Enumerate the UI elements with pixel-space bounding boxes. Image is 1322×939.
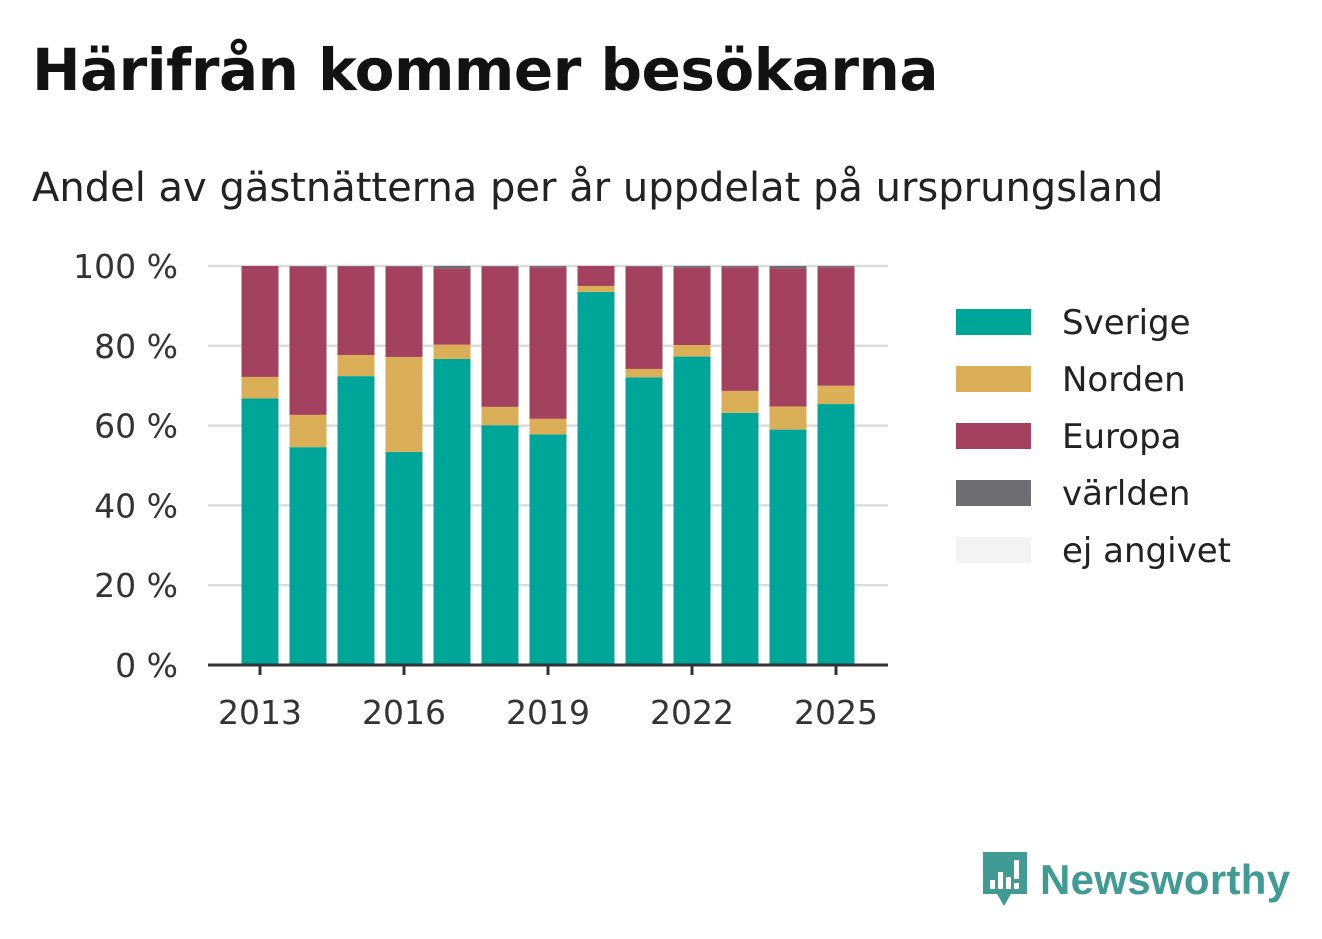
bar-segment-norden — [337, 354, 375, 377]
bar-segment-sverige — [577, 291, 615, 665]
y-tick-label: 80 % — [94, 327, 178, 366]
newsworthy-logo-icon — [983, 852, 1027, 906]
legend-label: Sverige — [1062, 303, 1191, 343]
bar-segment-sverige — [625, 377, 663, 665]
chart-subtitle: Andel av gästnätterna per år uppdelat på… — [32, 165, 1164, 211]
x-tick-label: 2013 — [218, 693, 302, 732]
y-tick-label: 40 % — [94, 486, 178, 525]
bar-segment-sverige — [769, 429, 807, 665]
bar-segment-sverige — [433, 358, 471, 665]
bar-segment-europa — [433, 268, 471, 345]
bar-segment-norden — [241, 376, 279, 399]
bar-segment-europa — [241, 266, 279, 377]
bar-segment-europa — [481, 266, 519, 407]
bar-segment-världen — [433, 266, 471, 269]
bar-segment-europa — [385, 266, 423, 357]
bar-segment-europa — [673, 267, 711, 346]
bar-segment-norden — [481, 406, 519, 426]
y-tick-label: 20 % — [94, 566, 178, 605]
bar-segment-europa — [337, 266, 375, 355]
bar-segment-sverige — [481, 425, 519, 665]
bar-segment-världen — [481, 266, 519, 267]
legend-label: Norden — [1062, 360, 1186, 400]
x-tick-label: 2025 — [794, 693, 878, 732]
bar-segment-sverige — [385, 451, 423, 665]
bar-segment-världen — [673, 266, 711, 268]
bar-segment-världen — [769, 266, 807, 269]
legend-label: ej angivet — [1062, 531, 1231, 571]
bar-segment-världen — [529, 266, 567, 268]
bar-segment-världen — [625, 266, 663, 267]
legend-swatch — [956, 480, 1031, 506]
axes: 0 % 20 % 40 % 60 % 80 % 100 % 2013 2016 2019 2022… — [73, 247, 888, 732]
bar-segment-norden — [385, 356, 423, 452]
legend-label: Europa — [1062, 417, 1181, 457]
x-tick-label: 2016 — [362, 693, 446, 732]
bar-segment-europa — [625, 266, 663, 369]
bar-segment-sverige — [817, 404, 855, 665]
x-tick-label: 2022 — [650, 693, 734, 732]
bar-segment-norden — [625, 368, 663, 378]
legend-swatch — [956, 537, 1031, 563]
bar-segment-sverige — [337, 376, 375, 665]
bar-segment-norden — [721, 390, 759, 413]
legend-label: världen — [1062, 474, 1190, 514]
bar-segment-norden — [817, 385, 855, 405]
bar-segment-europa — [817, 267, 855, 386]
bars — [241, 266, 855, 665]
chart-title: Härifrån kommer besökarna — [32, 36, 938, 104]
bar-segment-europa — [577, 266, 615, 286]
bar-segment-norden — [769, 406, 807, 430]
bar-segment-världen — [385, 266, 423, 267]
y-tick-label: 0 % — [115, 646, 178, 685]
bar-segment-norden — [577, 285, 615, 292]
bar-segment-världen — [721, 266, 759, 268]
brand-name: Newsworthy — [1040, 856, 1291, 903]
bar-segment-norden — [433, 344, 471, 359]
x-tick-label: 2019 — [506, 693, 590, 732]
bar-segment-sverige — [241, 398, 279, 665]
y-tick-label: 60 % — [94, 407, 178, 446]
legend-swatch — [956, 309, 1031, 335]
legend: Sverige Norden Europa världen ej angivet — [956, 303, 1231, 571]
bar-segment-europa — [289, 266, 327, 415]
bar-segment-norden — [673, 345, 711, 357]
bar-segment-världen — [289, 266, 327, 267]
newsworthy-brand: Newsworthy — [980, 850, 1290, 910]
bar-segment-sverige — [673, 356, 711, 665]
bar-segment-europa — [529, 267, 567, 419]
bar-segment-norden — [529, 418, 567, 435]
legend-swatch — [956, 366, 1031, 392]
bar-segment-europa — [769, 268, 807, 407]
legend-swatch — [956, 423, 1031, 449]
bar-segment-norden — [289, 414, 327, 448]
bar-segment-sverige — [529, 434, 567, 665]
bar-segment-europa — [721, 267, 759, 391]
bar-segment-sverige — [289, 447, 327, 665]
bar-segment-sverige — [721, 412, 759, 665]
y-tick-label: 100 % — [73, 247, 178, 286]
bar-segment-världen — [817, 266, 855, 268]
